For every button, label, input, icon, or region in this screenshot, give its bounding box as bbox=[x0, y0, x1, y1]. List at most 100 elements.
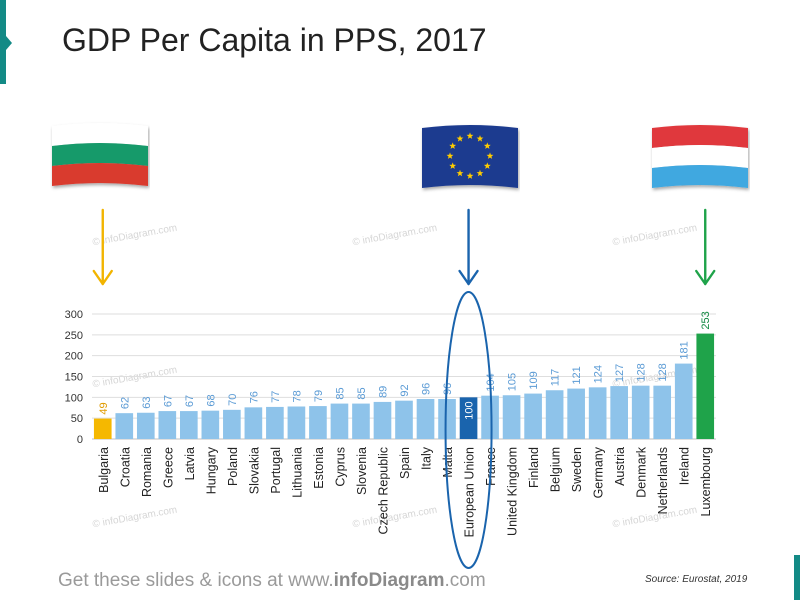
x-tick-label: Finland bbox=[527, 447, 541, 488]
x-tick-label: Poland bbox=[226, 447, 240, 486]
value-label: 92 bbox=[399, 384, 411, 396]
bar-spain bbox=[395, 400, 413, 439]
value-label: 96 bbox=[421, 383, 433, 395]
bar-germany bbox=[588, 387, 607, 439]
bar-slovakia bbox=[244, 407, 263, 439]
x-tick-label: United Kingdom bbox=[506, 447, 520, 536]
eu-star bbox=[466, 132, 474, 139]
bar-sweden bbox=[567, 388, 585, 439]
bar-greece bbox=[158, 411, 177, 439]
value-label: 109 bbox=[528, 371, 540, 389]
eu-star bbox=[456, 135, 464, 142]
x-tick-label: Malta bbox=[441, 447, 455, 478]
luxembourg-flag bbox=[652, 125, 748, 188]
eu-flag bbox=[422, 125, 518, 188]
x-tick-label: Belgium bbox=[549, 447, 563, 492]
bar-european-union bbox=[459, 397, 478, 439]
y-tick-label: 100 bbox=[65, 392, 83, 404]
source-note: Source: Eurostat, 2019 bbox=[645, 574, 748, 585]
y-tick-label: 300 bbox=[65, 309, 83, 321]
value-label: 121 bbox=[571, 366, 583, 384]
x-tick-label: Italy bbox=[420, 446, 434, 470]
value-label: 128 bbox=[657, 363, 669, 381]
eu-star bbox=[476, 135, 484, 142]
value-label: 127 bbox=[614, 364, 626, 382]
x-tick-label: Spain bbox=[398, 447, 412, 479]
value-label: 49 bbox=[98, 402, 110, 414]
bar-hungary bbox=[201, 410, 220, 439]
bar-malta bbox=[438, 399, 456, 439]
value-label: 128 bbox=[636, 363, 648, 381]
value-label: 253 bbox=[700, 311, 712, 329]
bulgaria-arrow bbox=[92, 208, 113, 286]
x-tick-label: Estonia bbox=[312, 447, 326, 489]
eu-star bbox=[456, 169, 464, 177]
bar-netherlands bbox=[653, 385, 672, 439]
x-tick-label: Bulgaria bbox=[97, 447, 111, 493]
value-label: 70 bbox=[227, 394, 239, 406]
value-label: 85 bbox=[334, 387, 346, 399]
eu-star bbox=[483, 162, 491, 169]
y-tick-label: 0 bbox=[77, 434, 83, 446]
value-label: 78 bbox=[291, 390, 303, 402]
luxembourg-arrow bbox=[695, 208, 716, 286]
x-tick-label: Sweden bbox=[570, 447, 584, 492]
bar-cyprus bbox=[330, 403, 349, 439]
bar-slovenia bbox=[352, 403, 370, 439]
value-label: 68 bbox=[205, 394, 217, 406]
x-tick-label: Romania bbox=[140, 447, 154, 497]
value-label: 105 bbox=[507, 373, 519, 391]
accent-bar-left bbox=[0, 0, 12, 84]
bar-belgium bbox=[545, 390, 564, 439]
value-label: 67 bbox=[184, 395, 196, 407]
x-tick-label: Slovakia bbox=[247, 447, 261, 494]
bar-bulgaria bbox=[93, 418, 112, 439]
x-tick-label: Germany bbox=[592, 446, 606, 498]
value-label: 79 bbox=[313, 390, 325, 402]
x-tick-label: Slovenia bbox=[355, 447, 369, 495]
bar-ireland bbox=[674, 363, 693, 439]
bar-denmark bbox=[631, 385, 650, 439]
x-tick-label: Portugal bbox=[269, 447, 283, 494]
value-label: 62 bbox=[119, 397, 131, 409]
bar-latvia bbox=[180, 411, 198, 439]
value-label: 117 bbox=[550, 369, 562, 387]
eu-star bbox=[449, 162, 457, 169]
value-label: 124 bbox=[593, 365, 605, 383]
eu-star bbox=[446, 152, 454, 159]
eu-star bbox=[476, 169, 484, 177]
bar-lithuania bbox=[287, 406, 306, 439]
footer-text: Get these slides & icons at www.infoDiag… bbox=[58, 570, 486, 591]
x-tick-label: Ireland bbox=[678, 447, 692, 485]
x-tick-label: Greece bbox=[161, 447, 175, 488]
bar-estonia bbox=[309, 406, 327, 439]
bar-austria bbox=[610, 386, 628, 439]
y-tick-label: 200 bbox=[65, 351, 83, 363]
y-tick-label: 150 bbox=[65, 372, 83, 384]
bar-czech-republic bbox=[373, 401, 392, 439]
value-label: 181 bbox=[679, 341, 691, 359]
bar-portugal bbox=[266, 406, 284, 439]
eu-highlight-ellipse bbox=[444, 291, 493, 569]
page-title: GDP Per Capita in PPS, 2017 bbox=[62, 22, 487, 58]
x-tick-label: Denmark bbox=[635, 446, 649, 497]
bar-france bbox=[481, 395, 499, 439]
bulgaria-flag bbox=[52, 123, 148, 186]
x-tick-label: Hungary bbox=[204, 446, 218, 494]
value-label: 67 bbox=[162, 395, 174, 407]
x-tick-label: Cyprus bbox=[333, 447, 347, 487]
value-label: 85 bbox=[356, 387, 368, 399]
bar-croatia bbox=[115, 413, 134, 439]
accent-bar-right bbox=[794, 555, 800, 600]
x-tick-label: Austria bbox=[613, 447, 627, 486]
x-tick-label: Croatia bbox=[118, 447, 132, 487]
bar-romania bbox=[136, 412, 155, 439]
eu-star bbox=[483, 142, 491, 149]
x-tick-label: Czech Republic bbox=[376, 447, 390, 535]
value-label: 96 bbox=[442, 383, 454, 395]
x-tick-label: Luxembourg bbox=[699, 447, 713, 517]
x-tick-label: Lithuania bbox=[290, 447, 304, 498]
value-label: 76 bbox=[248, 391, 260, 403]
value-label: 63 bbox=[141, 397, 153, 409]
